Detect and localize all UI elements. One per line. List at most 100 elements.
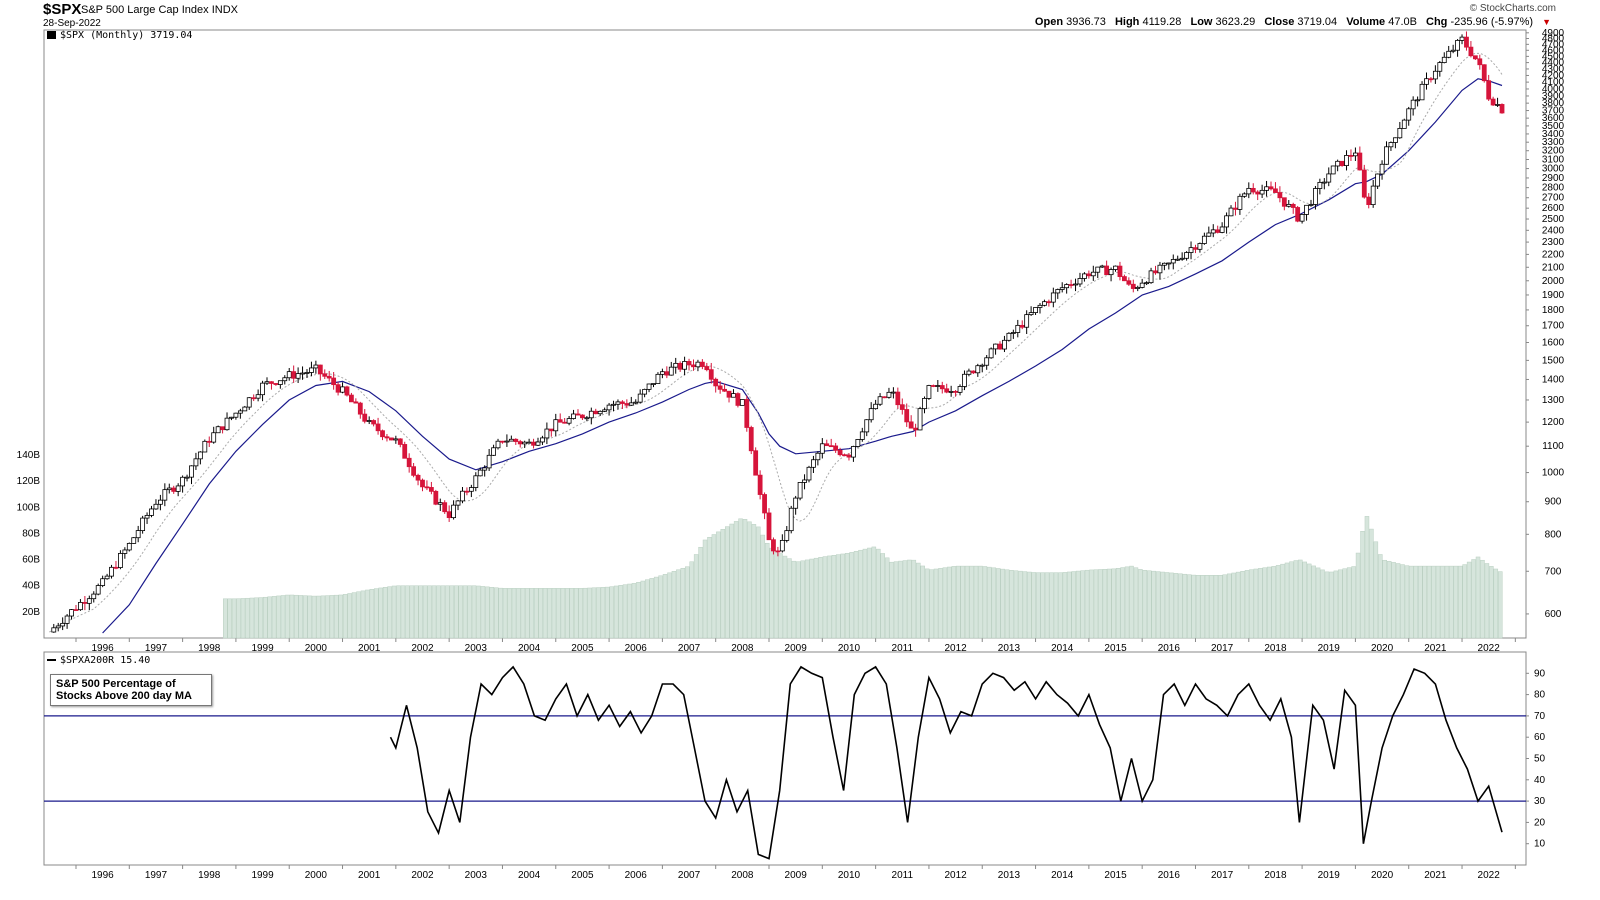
price-tick-label: 2000 (1542, 276, 1565, 287)
year-label: 1996 (92, 643, 115, 654)
volume-bar (449, 585, 455, 639)
lower-year-label: 2004 (518, 870, 541, 881)
candle-body (726, 390, 732, 398)
candle-body (744, 399, 750, 428)
volume-bar (560, 588, 566, 639)
volume-bar (1271, 566, 1276, 639)
symbol-name: S&P 500 Large Cap Index INDX (81, 4, 238, 16)
candle-body (1481, 64, 1487, 82)
candle-body (313, 364, 319, 369)
volume-bar (1480, 559, 1485, 639)
breadth-tick-label: 90 (1534, 668, 1546, 679)
volume-bar (689, 561, 694, 639)
candle-body (1082, 273, 1087, 279)
close-label: Close (1264, 16, 1295, 28)
volume-bar (813, 557, 819, 639)
volume-bar (445, 585, 450, 639)
volume-bar (498, 587, 503, 639)
volume-bar (858, 549, 863, 639)
volume-bar (1040, 572, 1045, 639)
volume-bar (236, 598, 241, 639)
candle-body (642, 388, 648, 395)
candle-body (659, 371, 665, 375)
volume-bar (876, 548, 881, 639)
volume-bar (1253, 568, 1259, 639)
candle-body (828, 445, 834, 448)
price-panel: 600 700 800 900 1000 1100 1200 1300 1400 1500 1600… (17, 28, 1565, 654)
volume-bar (1324, 571, 1330, 639)
candle-body (1046, 301, 1052, 304)
volume-bar (422, 585, 428, 639)
price-tick-label: 3700 (1542, 106, 1565, 117)
candle-body (171, 487, 177, 492)
volume-bar (938, 568, 943, 639)
candle-body (575, 413, 581, 416)
volume-bar (582, 587, 588, 639)
volume-bar (667, 572, 672, 639)
candle-body (1335, 160, 1341, 167)
volume-bar (542, 588, 548, 639)
candle-body (95, 585, 101, 595)
volume-bar (1431, 565, 1436, 639)
price-tick-label: 4400 (1542, 58, 1565, 69)
volume-bar (533, 588, 539, 639)
volume-bar (596, 587, 601, 639)
candle-body (628, 402, 634, 406)
candle-body (1313, 188, 1318, 205)
volume-bar (1440, 565, 1445, 639)
volume-bar (787, 558, 792, 639)
price-tick-label: 3100 (1542, 154, 1565, 165)
volume-bar (831, 555, 837, 639)
volume-bar (742, 519, 748, 639)
candle-body (144, 515, 150, 519)
lower-year-label: 1996 (92, 870, 115, 881)
volume-tick-label: 20B (22, 607, 40, 618)
open-label: Open (1034, 16, 1064, 28)
candle-body (1490, 98, 1496, 106)
price-tick-label: 1300 (1542, 395, 1565, 406)
symbol-title: $SPX (43, 1, 82, 18)
candle-body (819, 443, 825, 454)
candle-body (664, 371, 670, 376)
volume-bar (756, 526, 761, 639)
exchange-code: INDX (211, 4, 238, 16)
candle-body (966, 370, 972, 375)
volume-bar (1435, 565, 1441, 639)
candle-body (1193, 247, 1198, 250)
candle-body (1397, 128, 1403, 139)
volume-bar (1218, 575, 1223, 639)
candle-body (1139, 282, 1145, 288)
candle-body (1179, 257, 1185, 260)
volume-bar (613, 585, 619, 639)
candle-body (304, 372, 310, 374)
volume-bar (471, 585, 477, 639)
lower-year-label: 2009 (785, 870, 808, 881)
candle-body (673, 362, 679, 368)
candle-body (149, 508, 154, 516)
candle-body (349, 394, 354, 403)
candle-body (1339, 160, 1345, 166)
candle-body (322, 373, 328, 377)
volume-bar (493, 587, 499, 639)
candle-body (455, 500, 461, 506)
volume-bar (1182, 573, 1188, 639)
volume-bar (707, 536, 712, 639)
chg-value: -235.96 (-5.97%) (1450, 16, 1534, 28)
volume-bar (640, 580, 646, 639)
candle-body (424, 486, 430, 489)
candle-body (1064, 284, 1070, 289)
volume-bar (1222, 574, 1228, 639)
candle-body (242, 406, 248, 412)
candle-body (64, 615, 70, 624)
candle-body (197, 451, 203, 460)
candle-body (1250, 187, 1256, 193)
volume-bar (1009, 570, 1014, 639)
volume-bar (636, 582, 641, 639)
candle-body (566, 418, 572, 424)
volume-bar (1053, 572, 1059, 639)
candle-body (815, 452, 821, 461)
volume-bar (1195, 575, 1201, 639)
volume-bar (920, 565, 925, 639)
volume-bar (249, 597, 255, 639)
price-tick-label: 1700 (1542, 321, 1565, 332)
